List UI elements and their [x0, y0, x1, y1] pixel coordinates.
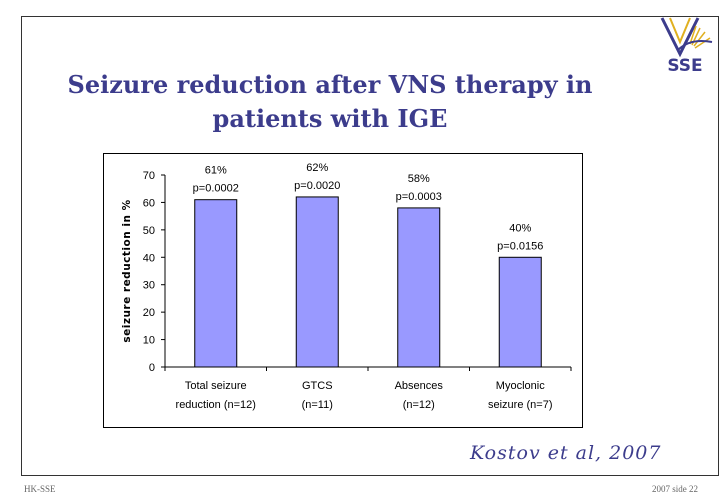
- data-label: p=0.0020: [294, 180, 340, 192]
- x-tick-label: (n=11): [302, 399, 333, 411]
- y-tick-label: 70: [143, 170, 155, 182]
- data-label: p=0.0003: [396, 191, 442, 203]
- bar-chart: seizure reduction in % 0 10 20 30 40 50 60 70 To…: [121, 162, 572, 411]
- y-tick-label: 20: [143, 307, 155, 319]
- slide-frame: [21, 16, 719, 476]
- x-tick-label: GTCS: [302, 380, 333, 392]
- y-tick-label: 60: [143, 197, 155, 209]
- y-tick-label: 30: [143, 280, 155, 292]
- citation: Kostov et al, 2007: [470, 442, 662, 464]
- data-label: 58%: [408, 173, 430, 185]
- data-label: 40%: [509, 222, 531, 234]
- slide-title: Seizure reduction after VNS therapy in p…: [67, 70, 593, 133]
- y-tick-label: 40: [143, 252, 155, 264]
- x-tick-label: seizure (n=7): [488, 399, 553, 411]
- footer-right: 2007 side 22: [652, 484, 698, 494]
- logo-emblem-icon: [660, 17, 713, 58]
- data-label: 61%: [205, 165, 227, 177]
- bar: [295, 196, 339, 368]
- x-tick-label: Myoclonic: [496, 380, 545, 392]
- bar: [194, 199, 238, 368]
- data-label: p=0.0156: [497, 240, 543, 252]
- bar: [498, 256, 542, 368]
- y-tick-label: 0: [149, 362, 155, 374]
- x-tick-label: reduction (n=12): [176, 399, 256, 411]
- sse-logo: SSE: [660, 17, 713, 76]
- data-label: p=0.0002: [193, 183, 239, 195]
- footer-left: HK-SSE: [24, 484, 56, 494]
- y-tick-label: 50: [143, 225, 155, 237]
- data-label: 62%: [306, 162, 328, 174]
- x-tick-label: Absences: [395, 380, 444, 392]
- bar: [397, 207, 441, 368]
- x-tick-label: Total seizure: [185, 380, 247, 392]
- x-tick-label: (n=12): [403, 399, 435, 411]
- y-axis-title-group: seizure reduction in %: [121, 199, 133, 342]
- y-tick-label: 10: [143, 335, 155, 347]
- y-axis-title: seizure reduction in %: [121, 199, 133, 342]
- logo-text: SSE: [667, 56, 702, 76]
